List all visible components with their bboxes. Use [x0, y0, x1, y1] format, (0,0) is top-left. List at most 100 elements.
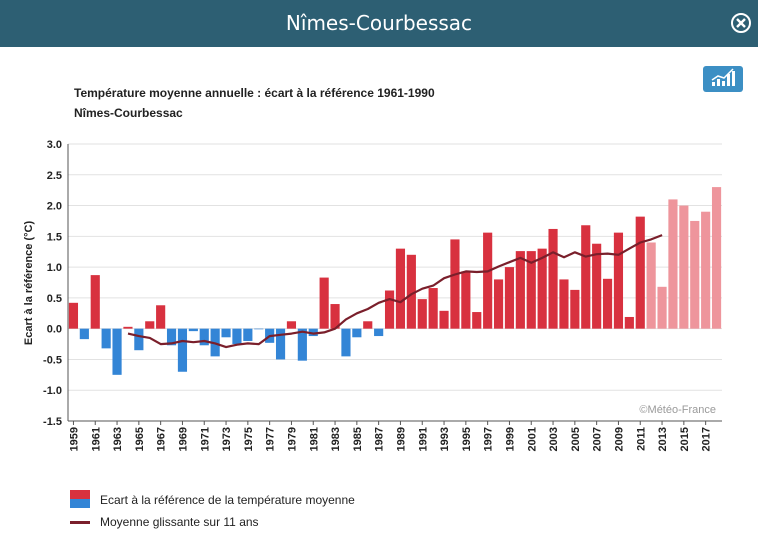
bar-1998	[493, 279, 504, 329]
x-tick-label: 1979	[287, 427, 299, 451]
watermark: ©Météo-France	[639, 404, 716, 416]
y-tick-label: -1.5	[43, 416, 62, 428]
bar-1976	[254, 328, 264, 330]
y-tick-label: 0.5	[47, 293, 62, 305]
bar-1962	[101, 328, 111, 349]
bar-1980	[297, 328, 307, 361]
bar-2001	[526, 251, 536, 329]
x-tick-label: 2011	[635, 427, 647, 451]
bar-1986	[363, 321, 373, 329]
x-tick-label: 1967	[156, 427, 168, 451]
bar-1966	[145, 321, 155, 329]
x-tick-label: 2001	[526, 427, 538, 451]
page-title: Nîmes-Courbessac	[285, 11, 473, 35]
x-tick-label: 1975	[243, 427, 255, 451]
bar-1971	[199, 328, 209, 346]
x-tick-label: 1985	[352, 427, 364, 451]
bar-1960	[79, 328, 89, 340]
bar-1959	[68, 302, 79, 329]
y-tick-label: -1.0	[43, 385, 62, 397]
temperature-anomaly-chart: 3.0 2.5 2.0 1.5 1.0 0.5 0.0 -0.5 -1.0 -1.5 1959 19…	[23, 139, 722, 451]
x-tick-label: 1999	[505, 427, 517, 451]
y-tick-label: 1.5	[47, 231, 62, 243]
bar-1988	[384, 290, 395, 329]
bar-2010	[624, 316, 634, 329]
x-tick-label: 1989	[395, 427, 407, 451]
x-tick-label: 1959	[69, 427, 81, 451]
bar-2004	[559, 279, 569, 329]
bar-1983	[330, 304, 340, 329]
bar-1970	[188, 328, 198, 332]
bar-1982	[319, 277, 329, 329]
bar-1965	[134, 328, 144, 351]
bar-2006	[581, 225, 591, 329]
bar-2017	[701, 211, 711, 329]
bar-2012	[646, 242, 656, 329]
bar-2002	[537, 248, 547, 329]
x-tick-label: 1993	[439, 427, 451, 451]
bar-1964	[123, 326, 133, 329]
bar-1997	[483, 232, 493, 329]
close-icon[interactable]	[730, 12, 752, 34]
bar-1992	[428, 288, 438, 329]
x-tick-label: 1977	[265, 427, 277, 451]
chart-type-toggle-button[interactable]	[703, 66, 743, 92]
bar-2014	[668, 199, 678, 329]
bar-1984	[341, 328, 351, 357]
x-tick-label: 2009	[614, 427, 626, 451]
bar-1973	[221, 328, 231, 338]
x-tick-label: 2015	[679, 427, 691, 451]
bar-1989	[395, 248, 406, 329]
x-tick-label: 2003	[548, 427, 560, 451]
bar-1990	[406, 254, 416, 329]
x-tick-label: 2017	[701, 427, 713, 451]
y-tick-label: -0.5	[43, 354, 62, 366]
x-tick-label: 1963	[112, 427, 124, 451]
bar-1968	[166, 328, 177, 346]
bar-2013	[657, 286, 667, 329]
x-tick-label: 1987	[374, 427, 386, 451]
y-tick-label: 0.0	[47, 324, 62, 336]
bar-1963	[112, 328, 122, 375]
bar-2008	[602, 278, 613, 329]
bar-2003	[548, 228, 558, 329]
legend-label-moving-average: Moyenne glissante sur 11 ans	[100, 515, 259, 529]
bar-chart-icon	[711, 68, 735, 86]
y-tick-label: 2.5	[47, 170, 62, 182]
bar-2018	[711, 187, 722, 329]
legend-label-anomaly: Ecart à la référence de la température m…	[100, 493, 355, 507]
y-tick-label: 3.0	[47, 139, 62, 151]
bar-1993	[439, 310, 449, 329]
bar-1967	[156, 305, 166, 329]
y-tick-label: 1.0	[47, 262, 62, 274]
chart-subtitle: Nîmes-Courbessac	[74, 106, 183, 120]
bar-2005	[570, 289, 580, 329]
bar-2000	[515, 251, 525, 329]
chart-title: Température moyenne annuelle : écart à l…	[74, 86, 435, 100]
bar-2011	[635, 216, 645, 329]
legend-line-moving-average	[70, 521, 90, 524]
y-axis-label: Ecart à la référence (°C)	[23, 221, 35, 346]
bar-1994	[450, 239, 460, 329]
legend-swatch-anomaly	[70, 490, 90, 508]
x-tick-label: 1961	[90, 427, 102, 451]
moving-average-line	[127, 234, 663, 349]
bar-1961	[90, 275, 100, 329]
bar-1987	[374, 328, 384, 337]
header-bar: Nîmes-Courbessac	[0, 0, 758, 47]
bar-2015	[679, 205, 689, 329]
bar-1975	[243, 328, 253, 341]
x-tick-label: 1965	[134, 427, 146, 451]
bar-1979	[286, 321, 297, 329]
bar-2016	[690, 220, 700, 329]
x-tick-label: 1971	[199, 427, 211, 451]
bar-1991	[417, 299, 427, 329]
bar-1974	[232, 328, 242, 345]
x-tick-label: 1983	[330, 427, 342, 451]
bar-2009	[613, 232, 624, 329]
bar-1996	[472, 312, 482, 329]
bar-2007	[592, 243, 602, 329]
x-tick-label: 1995	[461, 427, 473, 451]
bar-1981	[308, 328, 318, 337]
x-tick-label: 1973	[221, 427, 233, 451]
